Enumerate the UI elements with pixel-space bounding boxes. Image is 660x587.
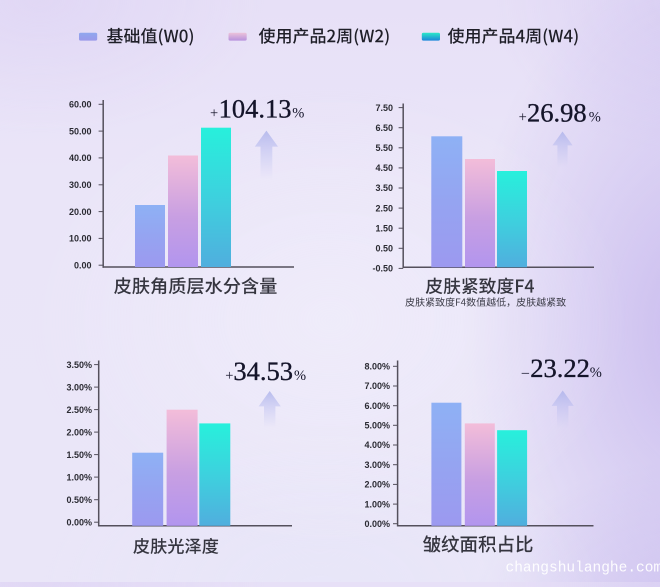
svg-text:20.00: 20.00 xyxy=(69,207,92,217)
svg-text:2.00%: 2.00% xyxy=(364,480,390,490)
svg-text:1.00%: 1.00% xyxy=(364,499,390,509)
svg-text:7.00%: 7.00% xyxy=(364,381,390,391)
svg-text:4.50: 4.50 xyxy=(375,163,393,173)
svg-text:0.00: 0.00 xyxy=(74,260,92,270)
svg-text:1.50: 1.50 xyxy=(375,223,393,233)
svg-text:6.00%: 6.00% xyxy=(364,401,390,411)
svg-text:+104.13%: +104.13% xyxy=(210,94,304,124)
svg-text:0.00%: 0.00% xyxy=(364,519,390,529)
svg-text:2.50: 2.50 xyxy=(375,203,393,213)
svg-text:+26.98%: +26.98% xyxy=(519,98,601,128)
svg-text:3.50: 3.50 xyxy=(375,183,393,193)
svg-text:-0.50: -0.50 xyxy=(372,264,393,274)
svg-text:4.00%: 4.00% xyxy=(364,440,390,450)
svg-text:2.00%: 2.00% xyxy=(66,427,92,437)
svg-text:3.00%: 3.00% xyxy=(66,382,92,392)
svg-text:3.00%: 3.00% xyxy=(364,460,390,470)
svg-text:3.50%: 3.50% xyxy=(66,360,92,370)
svg-text:30.00: 30.00 xyxy=(69,180,92,190)
svg-text:0.50: 0.50 xyxy=(375,244,393,254)
svg-text:1.00%: 1.00% xyxy=(66,472,92,482)
svg-text:50.00: 50.00 xyxy=(69,126,92,136)
svg-text:8.00%: 8.00% xyxy=(364,362,390,372)
svg-text:0.00%: 0.00% xyxy=(66,517,92,527)
svg-text:5.50: 5.50 xyxy=(375,143,393,153)
svg-text:6.50: 6.50 xyxy=(375,123,393,133)
svg-text:+34.53%: +34.53% xyxy=(225,356,306,386)
svg-text:10.00: 10.00 xyxy=(69,234,92,244)
svg-text:1.50%: 1.50% xyxy=(66,450,92,460)
svg-text:40.00: 40.00 xyxy=(69,153,92,163)
svg-text:–23.22%: –23.22% xyxy=(521,353,602,383)
svg-text:changshulanghe.com: changshulanghe.com xyxy=(506,560,660,576)
svg-text:0.50%: 0.50% xyxy=(66,495,92,505)
svg-text:5.00%: 5.00% xyxy=(364,421,390,431)
svg-text:60.00: 60.00 xyxy=(69,100,92,110)
svg-text:7.50: 7.50 xyxy=(375,103,393,113)
svg-text:2.50%: 2.50% xyxy=(66,405,92,415)
